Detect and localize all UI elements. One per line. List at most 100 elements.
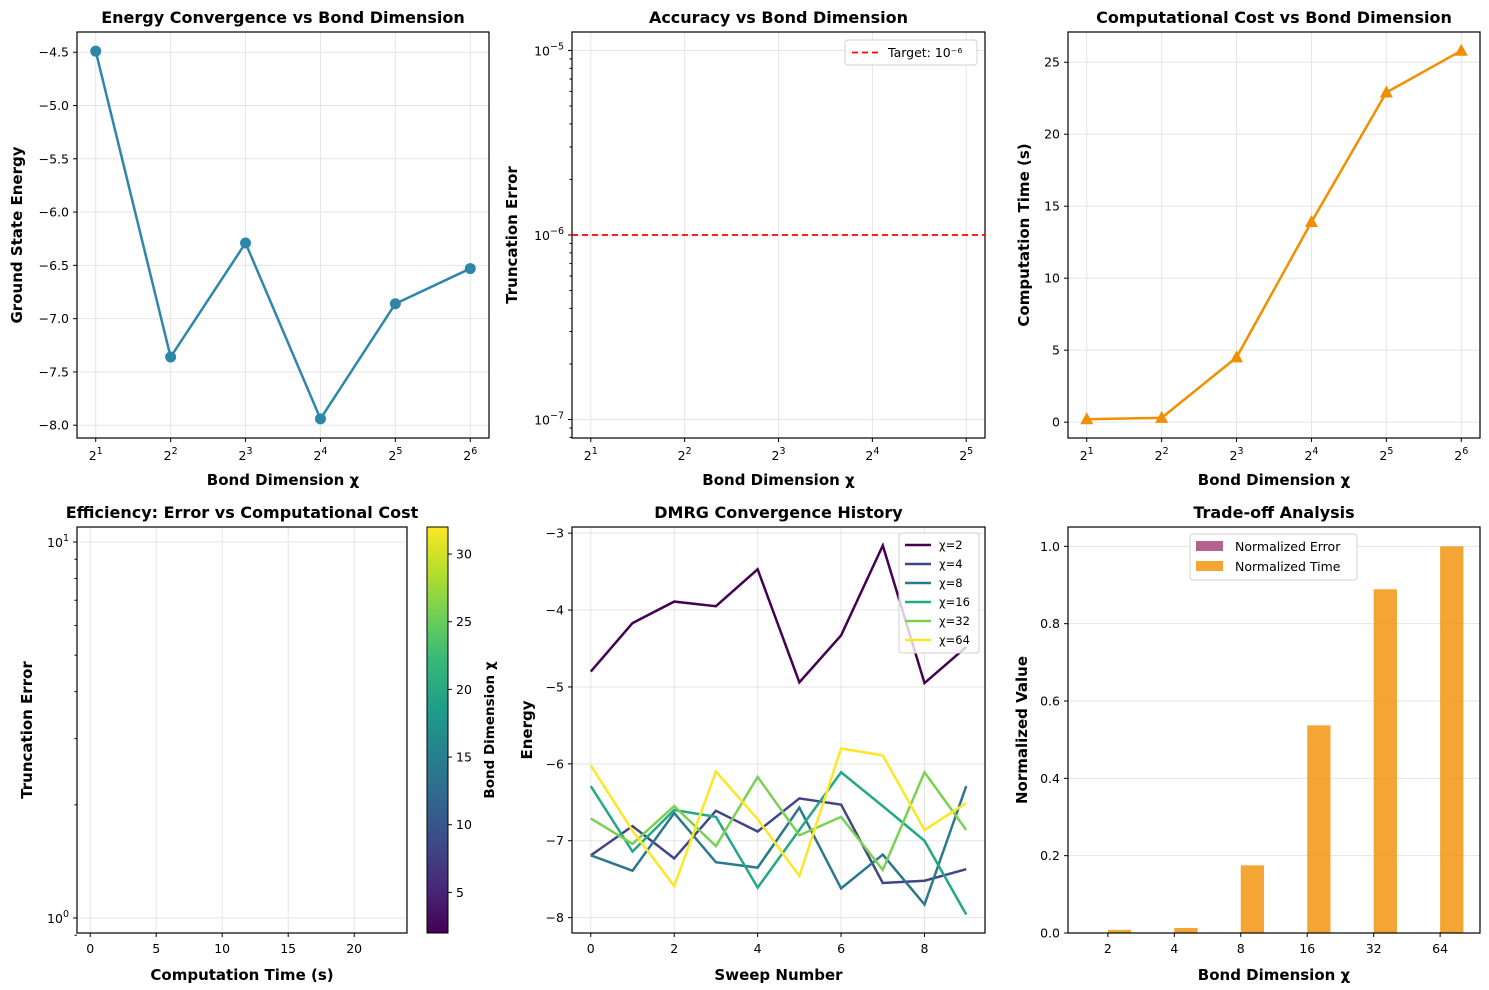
y-axis-label: Truncation Error xyxy=(503,166,521,304)
x-tick-label: 8 xyxy=(1237,941,1245,956)
y-tick-label: 1.0 xyxy=(1040,539,1060,554)
x-tick-label: 2 xyxy=(670,941,678,956)
y-tick-label: 0.4 xyxy=(1040,771,1060,786)
data-point xyxy=(240,237,252,249)
colorbar-tick-label: 10 xyxy=(456,817,472,832)
y-tick-label: 25 xyxy=(1044,55,1060,70)
x-tick-label: 24 xyxy=(313,446,327,463)
legend: Normalized Error Normalized Time xyxy=(1189,533,1358,581)
x-axis-label: Computation Time (s) xyxy=(150,966,333,984)
y-tick-label: 5 xyxy=(1052,343,1060,358)
x-tick-label: 23 xyxy=(772,446,786,463)
y-tick-label: 0 xyxy=(1052,415,1060,430)
x-axis-label: Sweep Number xyxy=(714,966,843,984)
y-axis-label: Energy xyxy=(518,700,536,759)
y-tick-label: 20 xyxy=(1044,127,1060,142)
colorbar-label: Bond Dimension χ xyxy=(482,661,498,798)
x-tick-label: 22 xyxy=(678,446,692,463)
y-tick-label: 0.0 xyxy=(1040,926,1060,941)
series-line-χ=8 xyxy=(590,785,968,908)
data-point xyxy=(1304,215,1318,228)
y-tick-label: −8.0 xyxy=(39,418,69,433)
data-point xyxy=(1379,85,1393,98)
x-tick-label: 24 xyxy=(865,446,879,463)
y-tick-label: −4 xyxy=(546,603,564,618)
x-axis-label: Bond Dimension χ xyxy=(207,471,360,489)
legend-label: χ=64 xyxy=(939,633,970,647)
y-tick-label: −8 xyxy=(546,910,564,925)
y-tick-label: −7.0 xyxy=(39,311,69,326)
x-tick-label: 32 xyxy=(1366,941,1382,956)
x-tick-label: 21 xyxy=(89,446,103,463)
data-point xyxy=(1454,43,1468,56)
bar-time xyxy=(1107,929,1132,933)
y-tick-label: −6 xyxy=(546,756,564,771)
y-axis-label: Computation Time (s) xyxy=(1015,143,1033,326)
legend-label: Target: 10⁻⁶ xyxy=(887,45,962,60)
data-point xyxy=(464,263,476,275)
colorbar-tick-label: 30 xyxy=(456,547,472,562)
y-tick-label: −4.5 xyxy=(39,45,69,60)
series-line xyxy=(1086,49,1462,421)
axes-frame xyxy=(76,31,490,439)
x-tick-label: 25 xyxy=(388,446,402,463)
chart-title: Efficiency: Error vs Computational Cost xyxy=(66,503,419,522)
x-tick-label: 25 xyxy=(959,446,973,463)
y-axis-label: Ground State Energy xyxy=(8,146,26,323)
x-tick-label: 20 xyxy=(346,941,362,956)
data-point xyxy=(1155,410,1169,423)
x-tick-label: 8 xyxy=(921,941,929,956)
y-tick-label: 10−6 xyxy=(534,226,564,243)
legend-swatch xyxy=(1196,561,1223,571)
axes-frame xyxy=(1067,31,1481,439)
y-tick-label: −7.5 xyxy=(39,364,69,379)
axes-frame xyxy=(1067,526,1481,934)
y-tick-label: 100 xyxy=(47,909,69,926)
x-tick-label: 2 xyxy=(1104,941,1112,956)
x-tick-label: 26 xyxy=(463,446,477,463)
data-point xyxy=(165,351,177,363)
legend-label: χ=8 xyxy=(939,576,963,590)
chart-dmrg: 0 2 4 6 8 −8 −7 −6 −5 −4 −3 χ=2 χ=4 χ=8 χ=16 χ=32 χ=64 DM… xyxy=(518,503,986,984)
series-line xyxy=(94,50,471,422)
legend-label: Normalized Error xyxy=(1235,539,1341,554)
data-point xyxy=(1230,350,1244,363)
x-axis-label: Bond Dimension χ xyxy=(702,471,855,489)
data-point xyxy=(1080,412,1094,425)
series-line-χ=16 xyxy=(589,770,968,916)
x-tick-label: 25 xyxy=(1379,446,1393,463)
legend-box xyxy=(1189,533,1358,581)
axes-frame xyxy=(76,526,408,934)
y-tick-label: −5.5 xyxy=(39,151,69,166)
x-tick-label: 4 xyxy=(754,941,762,956)
legend-label: χ=4 xyxy=(939,557,963,571)
y-tick-label: 101 xyxy=(47,533,69,550)
x-tick-label: 23 xyxy=(239,446,253,463)
colorbar-tick-label: 15 xyxy=(456,750,472,765)
x-tick-label: 0 xyxy=(587,941,595,956)
x-tick-label: 16 xyxy=(1299,941,1315,956)
y-axis-label: Truncation Error xyxy=(18,661,36,799)
data-point xyxy=(90,45,102,57)
data-point xyxy=(389,298,401,310)
colorbar-tick-label: 5 xyxy=(456,885,464,900)
y-tick-label: −6.5 xyxy=(39,258,69,273)
x-tick-label: 23 xyxy=(1230,446,1244,463)
legend-label: χ=2 xyxy=(939,538,963,552)
colorbar xyxy=(426,526,449,934)
chart-accuracy: 21 22 23 24 25 10−7 10−6 10−5 Target: 10⁻⁶ Accura… xyxy=(503,8,986,489)
chart-title: Computational Cost vs Bond Dimension xyxy=(1096,8,1452,27)
x-tick-label: 21 xyxy=(584,446,598,463)
legend-label: χ=16 xyxy=(939,595,970,609)
y-tick-label: 0.8 xyxy=(1040,616,1060,631)
x-tick-label: 22 xyxy=(164,446,178,463)
x-tick-label: 6 xyxy=(837,941,845,956)
x-axis-label: Bond Dimension χ xyxy=(1198,471,1351,489)
x-tick-label: 26 xyxy=(1454,446,1468,463)
legend-label: Normalized Time xyxy=(1235,559,1341,574)
chart-title: Accuracy vs Bond Dimension xyxy=(649,8,908,27)
x-axis-label: Bond Dimension χ xyxy=(1198,966,1351,984)
x-tick-label: 4 xyxy=(1170,941,1178,956)
